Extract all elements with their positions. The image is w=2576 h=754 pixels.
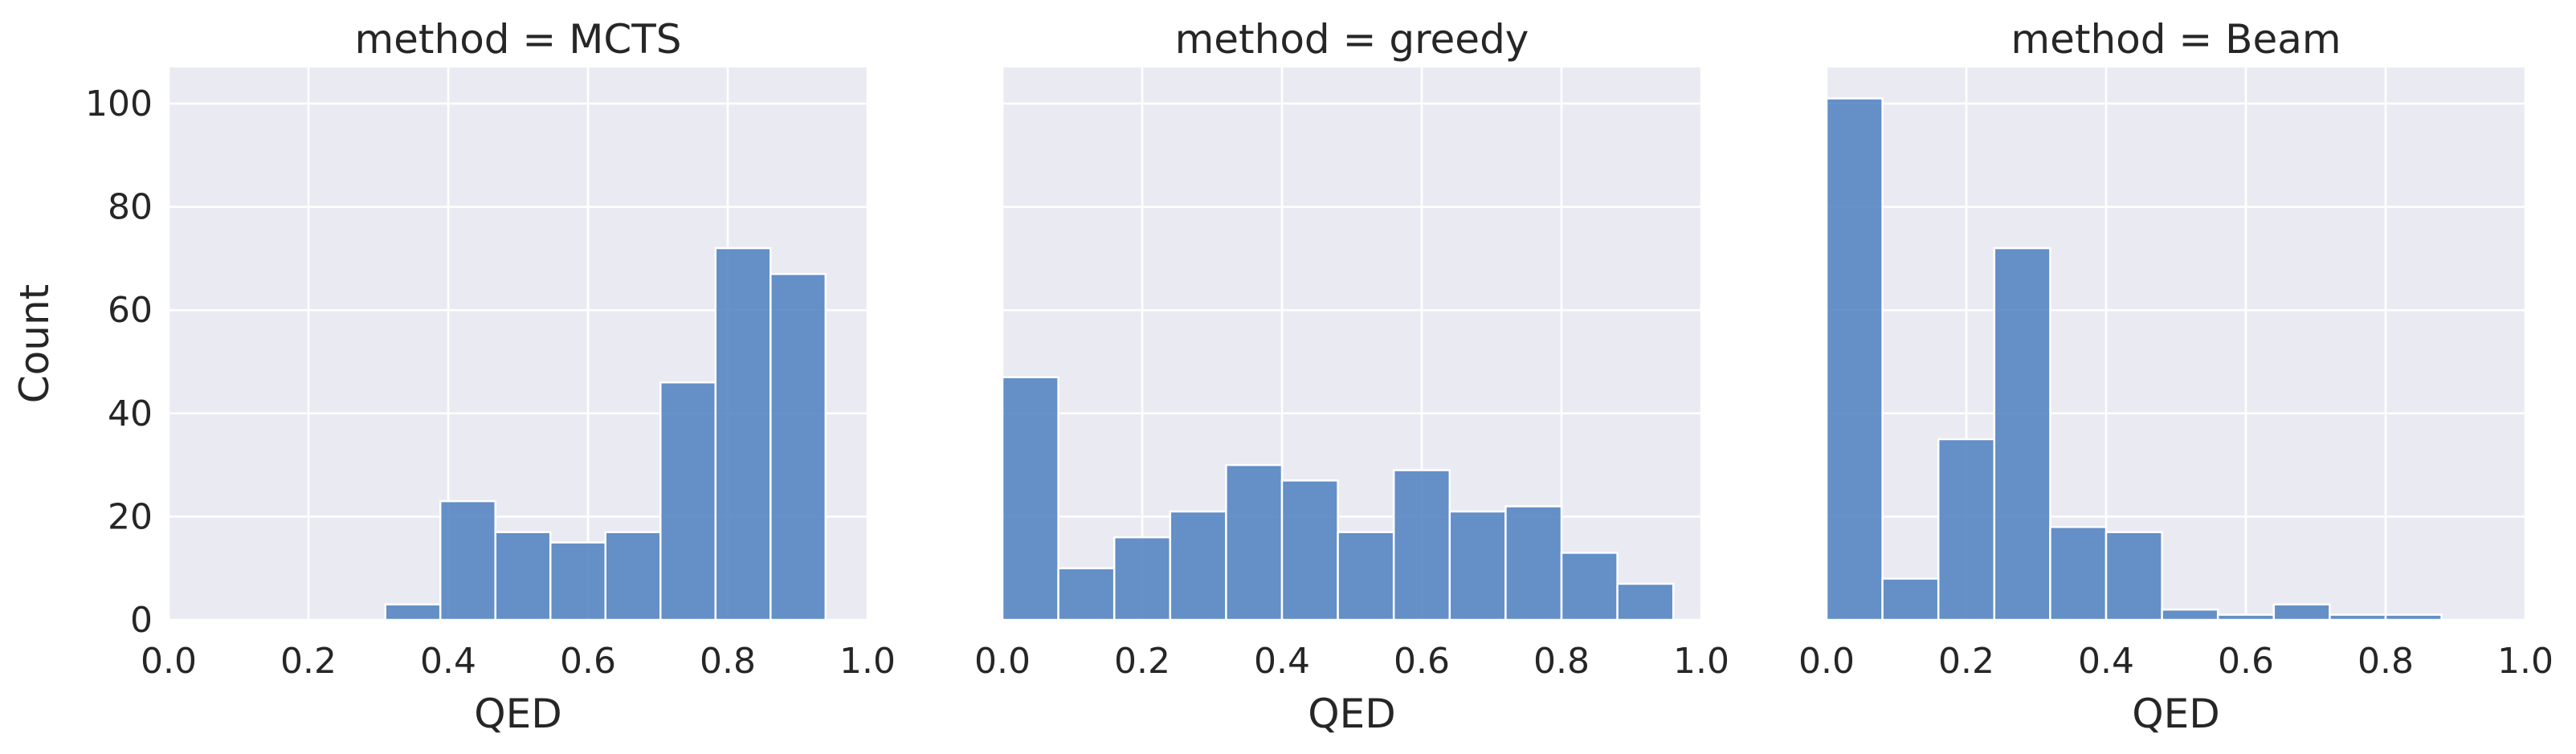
histogram-bar	[2272, 603, 2331, 622]
x-tick-label: 0.0	[141, 641, 197, 682]
histogram-bar	[384, 603, 442, 622]
panel-background-2	[1827, 67, 2525, 620]
histogram-bar	[604, 531, 662, 622]
histogram-bar	[1280, 479, 1339, 622]
histogram-bar	[1504, 505, 1563, 622]
x-tick-label: 0.8	[2358, 641, 2414, 682]
histogram-bar	[1057, 567, 1116, 622]
x-tick-label: 1.0	[1673, 641, 1729, 682]
histogram-bar	[2104, 531, 2163, 622]
x-tick-label: 0.8	[700, 641, 756, 682]
histogram-bar	[659, 381, 717, 622]
y-tick-label: 40	[108, 393, 153, 434]
y-tick-label: 0	[130, 600, 153, 641]
panel-title: method = MCTS	[354, 16, 681, 63]
x-tick-label: 0.0	[974, 641, 1031, 682]
x-tick-label: 0.0	[1798, 641, 1855, 682]
x-axis-label: QED	[2132, 691, 2219, 737]
y-tick-label: 20	[108, 496, 153, 537]
histogram-bar	[714, 247, 772, 622]
panel-title: method = Beam	[2011, 16, 2341, 63]
x-tick-label: 0.4	[1254, 641, 1310, 682]
histogram-bar	[1881, 577, 1940, 622]
x-tick-label: 0.2	[1938, 641, 1994, 682]
x-tick-label: 0.2	[1114, 641, 1170, 682]
histogram-bar	[1825, 97, 1884, 622]
histogram-bar	[770, 272, 827, 622]
histogram-bar	[2329, 613, 2387, 622]
histogram-bar	[2384, 613, 2443, 622]
x-tick-label: 1.0	[839, 641, 896, 682]
histogram-bar	[1560, 552, 1619, 622]
histogram-bar	[1392, 469, 1451, 622]
y-tick-label: 80	[108, 187, 153, 228]
histogram-bar	[2216, 613, 2276, 622]
x-tick-label: 0.4	[420, 641, 476, 682]
panel-background-1	[1002, 67, 1701, 620]
histogram-bar	[2049, 526, 2108, 622]
x-tick-label: 0.6	[2218, 641, 2274, 682]
histogram-bar	[1169, 510, 1227, 622]
x-tick-label: 0.4	[2078, 641, 2134, 682]
x-tick-label: 0.8	[1533, 641, 1590, 682]
y-tick-label: 100	[85, 84, 153, 124]
histogram-bar	[1448, 510, 1507, 622]
x-tick-label: 0.6	[560, 641, 616, 682]
histogram-bar	[1937, 438, 1996, 622]
x-axis-label: QED	[1308, 691, 1395, 737]
x-axis-label: QED	[474, 691, 561, 737]
histogram-bar	[1337, 531, 1395, 622]
histogram-bar	[1001, 376, 1059, 622]
panel-title: method = greedy	[1175, 16, 1529, 63]
y-axis-label: Count	[11, 284, 58, 404]
histogram-bar	[1225, 463, 1284, 622]
x-tick-label: 0.2	[280, 641, 337, 682]
histogram-bar	[494, 531, 552, 622]
histogram-bar	[549, 541, 606, 622]
histogram-bar	[1112, 536, 1172, 622]
x-tick-label: 0.6	[1394, 641, 1450, 682]
histogram-bar	[1993, 247, 2051, 622]
histogram-bar	[439, 499, 496, 622]
x-tick-label: 1.0	[2497, 641, 2554, 682]
histogram-bar	[2161, 608, 2219, 622]
y-tick-label: 60	[108, 290, 153, 331]
histogram-bar	[1616, 582, 1675, 622]
